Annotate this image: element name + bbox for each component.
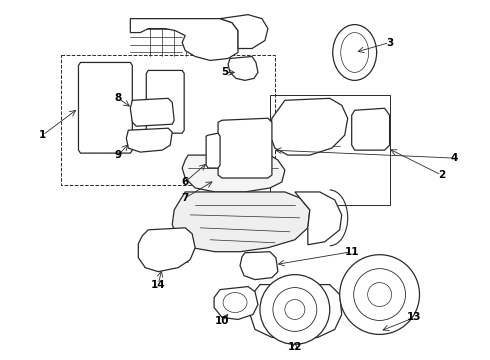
Text: 3: 3	[386, 37, 393, 48]
Polygon shape	[130, 19, 238, 60]
Text: 5: 5	[221, 67, 229, 77]
Text: 1: 1	[39, 130, 46, 140]
Text: 11: 11	[344, 247, 359, 257]
Polygon shape	[228, 57, 258, 80]
Bar	[61, 55, 275, 185]
Text: 14: 14	[151, 280, 166, 289]
Text: 8: 8	[115, 93, 122, 103]
Ellipse shape	[341, 32, 368, 72]
Bar	[270, 95, 390, 205]
Polygon shape	[270, 98, 348, 155]
Polygon shape	[220, 15, 268, 49]
Text: 10: 10	[215, 316, 229, 327]
Polygon shape	[250, 285, 342, 339]
Ellipse shape	[340, 255, 419, 334]
Ellipse shape	[285, 300, 305, 319]
Polygon shape	[218, 118, 272, 178]
Ellipse shape	[333, 24, 377, 80]
Polygon shape	[130, 98, 174, 126]
Polygon shape	[138, 228, 195, 272]
Ellipse shape	[260, 275, 330, 345]
Text: 2: 2	[438, 170, 445, 180]
Text: 7: 7	[181, 193, 189, 203]
Text: 12: 12	[288, 342, 302, 352]
Polygon shape	[126, 128, 172, 152]
Ellipse shape	[273, 288, 317, 332]
Polygon shape	[240, 252, 278, 280]
Text: 13: 13	[407, 312, 422, 323]
Text: 4: 4	[451, 153, 458, 163]
Polygon shape	[182, 155, 285, 192]
Text: 9: 9	[115, 150, 122, 160]
Polygon shape	[352, 108, 390, 150]
Polygon shape	[214, 287, 258, 319]
Polygon shape	[78, 62, 132, 153]
Ellipse shape	[354, 269, 406, 320]
Polygon shape	[206, 133, 220, 168]
Polygon shape	[295, 192, 342, 245]
Text: 6: 6	[182, 177, 189, 187]
Polygon shape	[147, 71, 184, 133]
Polygon shape	[172, 192, 310, 252]
Ellipse shape	[368, 283, 392, 306]
Ellipse shape	[223, 293, 247, 312]
